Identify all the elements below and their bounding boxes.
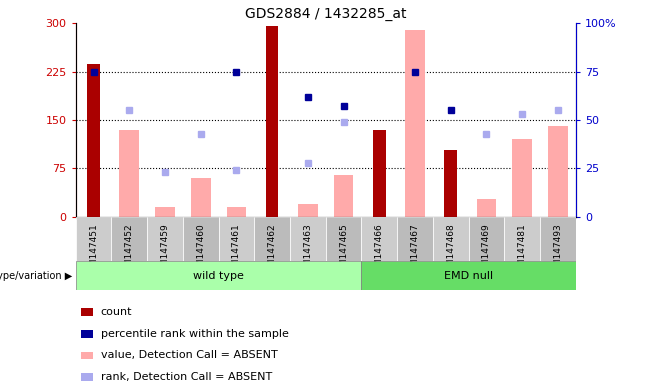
Text: wild type: wild type <box>193 270 244 281</box>
Bar <box>183 217 218 261</box>
Text: rank, Detection Call = ABSENT: rank, Detection Call = ABSENT <box>101 372 272 382</box>
Bar <box>81 308 93 316</box>
Text: genotype/variation ▶: genotype/variation ▶ <box>0 270 72 281</box>
Text: value, Detection Call = ABSENT: value, Detection Call = ABSENT <box>101 351 278 361</box>
Bar <box>290 217 326 261</box>
Bar <box>468 217 504 261</box>
Bar <box>81 330 93 338</box>
Bar <box>81 373 93 381</box>
Bar <box>155 207 175 217</box>
Text: GSM147466: GSM147466 <box>375 223 384 278</box>
Bar <box>373 130 386 217</box>
Bar <box>88 64 100 217</box>
Bar <box>76 217 111 261</box>
Bar <box>504 217 540 261</box>
Bar <box>405 30 425 217</box>
Bar <box>334 175 353 217</box>
Text: GSM147467: GSM147467 <box>411 223 420 278</box>
Text: GSM147468: GSM147468 <box>446 223 455 278</box>
Bar <box>476 199 496 217</box>
Bar <box>361 261 576 290</box>
Text: GSM147452: GSM147452 <box>125 223 134 278</box>
Bar <box>111 217 147 261</box>
Text: percentile rank within the sample: percentile rank within the sample <box>101 329 289 339</box>
Bar <box>433 217 468 261</box>
Bar <box>218 217 254 261</box>
Text: count: count <box>101 307 132 317</box>
Text: GSM147463: GSM147463 <box>303 223 313 278</box>
Text: GSM147461: GSM147461 <box>232 223 241 278</box>
Bar <box>226 207 246 217</box>
Text: EMD null: EMD null <box>444 270 493 281</box>
Bar <box>548 126 568 217</box>
Text: GSM147459: GSM147459 <box>161 223 170 278</box>
Bar <box>81 352 93 359</box>
Bar <box>326 217 361 261</box>
Bar <box>254 217 290 261</box>
Text: GSM147451: GSM147451 <box>89 223 98 278</box>
Text: GSM147460: GSM147460 <box>196 223 205 278</box>
Bar <box>76 261 361 290</box>
Bar <box>361 217 397 261</box>
Bar <box>513 139 532 217</box>
Text: GSM147465: GSM147465 <box>339 223 348 278</box>
Bar <box>147 217 183 261</box>
Bar <box>397 217 433 261</box>
Text: GSM147481: GSM147481 <box>518 223 526 278</box>
Bar <box>191 178 211 217</box>
Bar <box>444 151 457 217</box>
Bar <box>266 26 278 217</box>
Bar <box>298 204 318 217</box>
Bar <box>540 217 576 261</box>
Text: GSM147462: GSM147462 <box>268 223 276 278</box>
Text: GSM147469: GSM147469 <box>482 223 491 278</box>
Bar <box>120 130 139 217</box>
Text: GSM147493: GSM147493 <box>553 223 563 278</box>
Title: GDS2884 / 1432285_at: GDS2884 / 1432285_at <box>245 7 407 21</box>
